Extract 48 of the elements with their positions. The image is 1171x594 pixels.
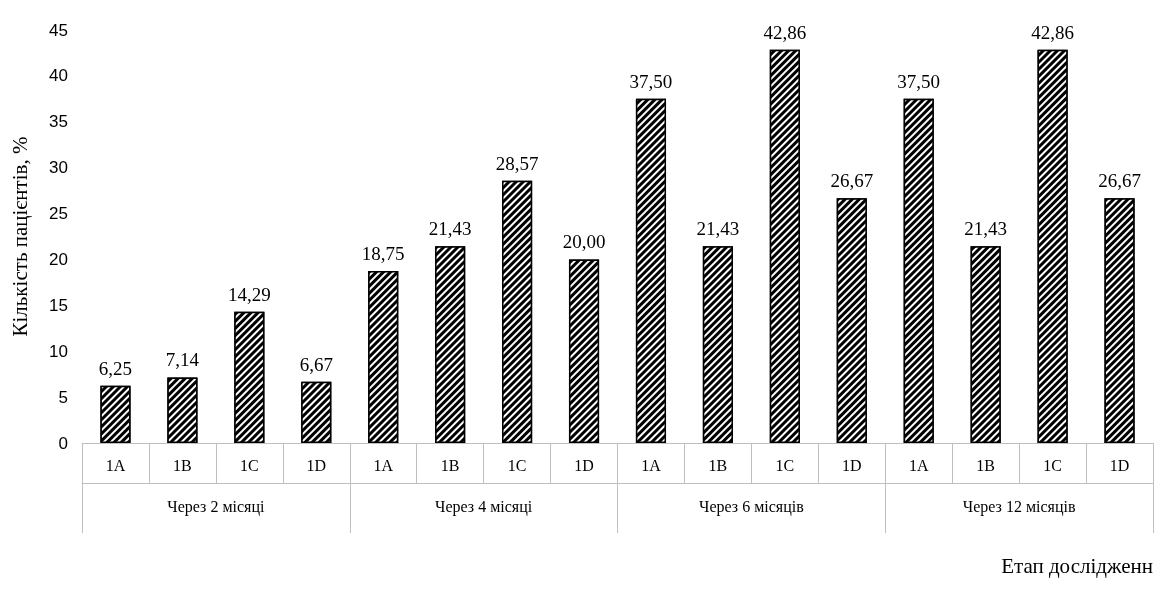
data-label: 21,43 <box>696 218 740 240</box>
y-axis-title: Кількість пацієнтів, % <box>7 136 32 337</box>
y-tick-label: 35 <box>49 112 68 132</box>
data-label: 42,86 <box>1031 21 1074 43</box>
x-tick-label: 1D <box>306 456 327 474</box>
y-tick-label: 30 <box>49 158 68 178</box>
x-tick-label: 1B <box>173 456 192 474</box>
x-tick-label: 1D <box>574 456 594 474</box>
y-tick-label: 25 <box>49 204 68 224</box>
data-label: 42,86 <box>763 21 807 43</box>
y-tick-label: 45 <box>49 20 68 40</box>
x-tick-label: 1D <box>842 456 862 474</box>
x-tick-label: 1A <box>908 456 929 474</box>
x-tick-label: 1D <box>1109 456 1130 474</box>
text: Через 6 місяців <box>699 497 805 516</box>
x-tick-label: 1A <box>105 456 126 474</box>
x-tick-label: 1A <box>641 456 662 474</box>
data-label: 20,00 <box>562 231 606 253</box>
text: Через 4 місяці <box>435 497 533 516</box>
x-axis-title: Етап дослідженн <box>1001 553 1153 578</box>
data-label: 28,57 <box>495 152 539 174</box>
x-tick-label: 1A <box>373 456 394 474</box>
data-label: 6,25 <box>98 357 133 379</box>
y-tick-label: 20 <box>49 249 68 269</box>
y-tick-label: 10 <box>49 341 68 361</box>
y-tick-label: 0 <box>58 433 68 453</box>
x-tick-label: 1B <box>976 456 995 474</box>
y-tick-label: 5 <box>58 387 68 407</box>
data-label: 7,14 <box>165 349 200 371</box>
data-label: 26,67 <box>1098 170 1141 192</box>
data-label: 37,50 <box>629 70 673 92</box>
data-label: 6,67 <box>299 353 333 375</box>
data-label: 37,50 <box>897 70 941 92</box>
x-tick-label: 1B <box>440 456 460 474</box>
data-label: 21,43 <box>428 218 472 240</box>
data-label: 21,43 <box>964 218 1008 240</box>
x-tick-label: 1C <box>1043 456 1062 474</box>
x-tick-label: 1B <box>708 456 728 474</box>
text: Через 2 місяці <box>167 497 266 516</box>
x-tick-label: 1C <box>775 456 795 474</box>
data-label: 26,67 <box>830 170 874 192</box>
data-label: 18,75 <box>361 242 405 264</box>
data-label: 14,29 <box>227 283 271 305</box>
y-tick-label: 40 <box>49 66 68 86</box>
y-tick-label: 15 <box>49 295 68 315</box>
x-tick-label: 1C <box>507 456 527 474</box>
x-tick-label: 1C <box>240 456 259 474</box>
text: Через 12 місяців <box>962 497 1076 516</box>
